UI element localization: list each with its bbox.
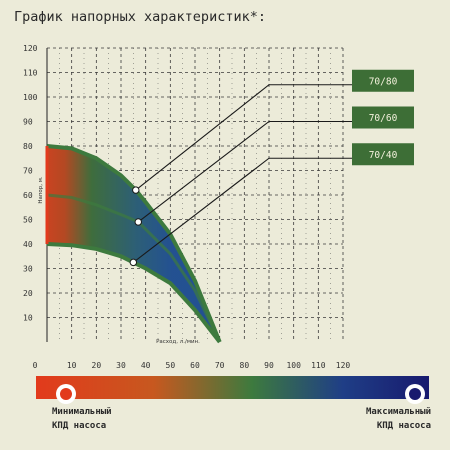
y-tick-label: 60 [23,191,33,200]
series-badge-label: 70/60 [369,113,398,124]
x-tick-label: 80 [240,361,250,370]
y-tick-label: 100 [23,93,38,102]
y-tick-label: 20 [23,289,33,298]
y-tick-label: 120 [23,44,38,53]
colorbar-min-label-2: КПД насоса [52,421,106,431]
x-tick-label: 0 [33,361,38,370]
series-badge-label: 70/80 [369,76,398,87]
x-tick-label: 50 [166,361,176,370]
y-tick-label: 40 [23,240,33,249]
series-badge-label: 70/40 [369,150,398,161]
leader-lines [129,84,352,267]
series-badges: 70/80 70/60 70/40 [352,69,414,166]
x-tick-label: 40 [141,361,151,370]
x-tick-label: 60 [190,361,200,370]
operating-point-marker [129,258,138,267]
x-tick-label: 120 [336,361,351,370]
y-tick-label: 80 [23,142,33,151]
colorbar-max-label-1: Максимальный [366,407,431,417]
operating-point-marker [134,218,142,226]
x-tick-label: 100 [286,361,301,370]
leader-line [137,120,352,223]
y-tick-label: 10 [23,314,33,323]
colorbar-min-marker-inner [60,388,72,400]
efficiency-band-fill [47,146,225,350]
series-badge [352,106,414,129]
x-tick-label: 20 [92,361,102,370]
y-axis-label: Напор, м. [38,176,44,204]
efficiency-colorbar [36,376,429,399]
x-tick-label: 10 [67,361,77,370]
chart-title: График напорных характеристик*: [14,9,266,25]
colorbar-max-label-2: КПД насоса [377,421,431,431]
x-tick-label: 110 [311,361,326,370]
x-tick-label: 30 [116,361,126,370]
y-tick-label: 50 [23,216,33,225]
operating-point-marker [132,186,140,194]
x-axis-label: Расход, л./мин. [156,339,200,345]
y-tick-labels: 10 20 30 40 50 60 70 80 90 100 110 120 [23,44,38,323]
series-badge [352,69,414,92]
leader-line [132,157,352,263]
y-tick-label: 110 [23,69,38,78]
grid [46,47,344,342]
colorbar-max-marker-inner [409,388,421,400]
x-tick-labels: 0 10 20 30 40 50 60 70 80 90 100 110 120 [33,361,351,370]
leader-line [135,84,352,191]
x-tick-label: 70 [215,361,225,370]
y-tick-label: 70 [23,167,33,176]
y-tick-label: 90 [23,118,33,127]
colorbar-min-label-1: Минимальный [52,407,112,417]
series-badge [352,143,414,166]
y-tick-label: 30 [23,265,33,274]
x-tick-label: 90 [264,361,274,370]
